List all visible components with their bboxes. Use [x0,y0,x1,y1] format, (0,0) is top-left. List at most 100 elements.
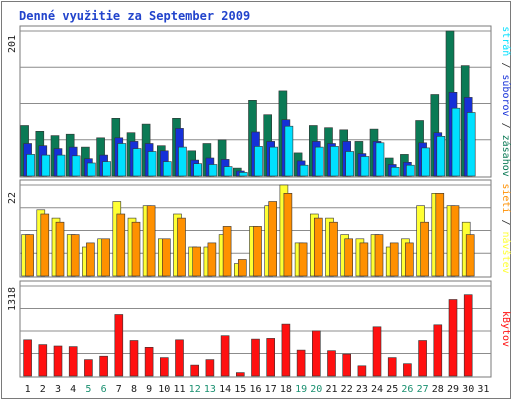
bar-visits-sietí-day-15 [238,259,247,277]
bar-hits-stráň-day-10 [163,161,172,177]
x-tick-label: 17 [265,384,277,395]
bar-kbytes-kBytov-day-23 [357,365,367,377]
x-tick-label: 14 [219,384,231,395]
bar-kbytes-kBytov-day-10 [160,357,169,377]
series-label-part: zásahov [500,135,512,177]
panel-hits: 201 stráň / súborov / zásahov [7,25,512,178]
x-tick-label: 19 [295,384,307,395]
bar-visits-sietí-day-5 [86,242,95,277]
x-tick-label: 6 [101,384,107,395]
panel-kbytes: 1318 kBytov [7,280,511,378]
bar-hits-stráň-day-15 [239,172,248,177]
bar-kbytes-kBytov-day-14 [220,335,230,377]
x-tick-label: 3 [55,384,61,395]
bar-visits-sietí-day-4 [70,234,80,277]
bar-visits-sietí-day-11 [177,217,186,277]
bar-hits-stráň-day-8 [132,148,142,177]
bar-kbytes-kBytov-day-17 [266,338,276,377]
x-tick-label: 2 [40,384,46,395]
series-label-hits: stráň / súborov / zásahov [500,26,512,177]
series-label-part: stráň [500,26,512,56]
bar-kbytes-kBytov-day-20 [311,330,321,377]
bar-kbytes-kBytov-day-3 [53,345,63,377]
bar-hits-stráň-day-13 [208,164,218,177]
x-tick-label: 25 [386,384,398,395]
bar-hits-stráň-day-6 [102,161,111,177]
chart-panels: 201 stráň / súborov / zásahov 22 sietí / ná… [7,25,512,378]
bar-hits-stráň-day-25 [390,167,400,177]
bar-hits-stráň-day-29 [451,107,461,177]
bar-hits-stráň-day-16 [254,146,263,177]
series-label-part: sietí [500,183,512,213]
bar-kbytes-kBytov-day-25 [387,357,397,377]
bar-kbytes-kBytov-day-28 [433,324,443,377]
bar-visits-sietí-day-14 [222,226,232,277]
bar-visits-sietí-day-18 [283,193,293,277]
bar-kbytes-kBytov-day-13 [205,359,215,377]
series-label-part: / [500,56,511,74]
series-label-kbytes: kBytov [500,311,511,347]
bar-kbytes-kBytov-day-22 [342,353,352,377]
bar-kbytes-kBytov-day-6 [99,355,108,377]
bar-hits-stráň-day-9 [147,151,157,177]
x-tick-label: 7 [116,384,122,395]
bar-visits-sietí-day-6 [101,238,110,277]
x-tick-label: 13 [204,384,216,395]
bar-kbytes-kBytov-day-11 [175,339,184,377]
series-label-part: / [500,213,511,231]
bar-kbytes-kBytov-day-24 [372,326,382,377]
x-tick-label: 26 [401,384,413,395]
bar-kbytes-kBytov-day-4 [68,346,78,377]
bar-kbytes-kBytov-day-26 [403,363,412,377]
bar-visits-sietí-day-20 [313,217,323,277]
x-axis: 1 2 3 4 5 6 7 8 9 10 11 12 13 14 15 16 17 18 19 20 21 22 23 24 2… [25,384,490,395]
bar-visits-sietí-day-28 [435,193,445,277]
series-label-visits: sietí / návštev [500,183,512,273]
bar-hits-stráň-day-23 [360,156,370,177]
x-tick-label: 18 [280,384,292,395]
bar-hits-stráň-day-3 [56,154,66,177]
bar-kbytes-kBytov-day-27 [418,340,427,377]
bar-hits-stráň-day-19 [299,164,309,177]
bar-visits-sietí-day-13 [207,242,217,277]
bar-visits-sietí-day-8 [131,221,141,277]
x-tick-label: 21 [325,384,337,395]
series-label-part: súborov [500,74,512,116]
bar-kbytes-kBytov-day-29 [448,299,458,377]
bar-hits-stráň-day-27 [421,147,430,177]
bar-kbytes-kBytov-day-7 [114,314,124,377]
x-tick-label: 1 [25,384,31,395]
y-max-label: 1318 [7,287,18,311]
bar-kbytes-kBytov-day-30 [463,294,473,377]
x-tick-label: 10 [158,384,170,395]
x-tick-label: 16 [249,384,261,395]
bar-hits-stráň-day-22 [345,151,355,177]
bar-visits-sietí-day-2 [40,213,50,277]
bar-visits-sietí-day-19 [298,242,308,277]
x-tick-label: 5 [85,384,91,395]
x-tick-label: 20 [310,384,322,395]
bar-kbytes-kBytov-day-1 [23,339,32,377]
bar-hits-stráň-day-12 [193,163,202,177]
bar-hits-stráň-day-30 [466,112,476,177]
bar-hits-stráň-day-17 [269,146,279,177]
x-tick-label: 12 [189,384,201,395]
x-tick-label: 23 [356,384,368,395]
bar-hits-stráň-day-5 [87,162,96,177]
bar-visits-sietí-day-9 [146,205,156,277]
x-tick-label: 8 [131,384,137,395]
bar-kbytes-kBytov-day-21 [327,350,336,377]
bar-kbytes-kBytov-day-19 [296,349,306,377]
bar-visits-sietí-day-12 [192,246,201,277]
bar-visits-sietí-day-3 [55,221,65,277]
x-tick-label: 4 [70,384,76,395]
bar-hits-stráň-day-26 [406,164,415,177]
series-label-part: kBytov [500,311,511,347]
bar-kbytes-kBytov-day-18 [281,323,291,377]
bar-hits-stráň-day-21 [330,146,339,177]
panel-visits: 22 sietí / návštev [7,179,512,278]
bar-visits-sietí-day-25 [389,242,399,277]
x-tick-label: 24 [371,384,383,395]
y-max-label: 22 [7,192,18,204]
